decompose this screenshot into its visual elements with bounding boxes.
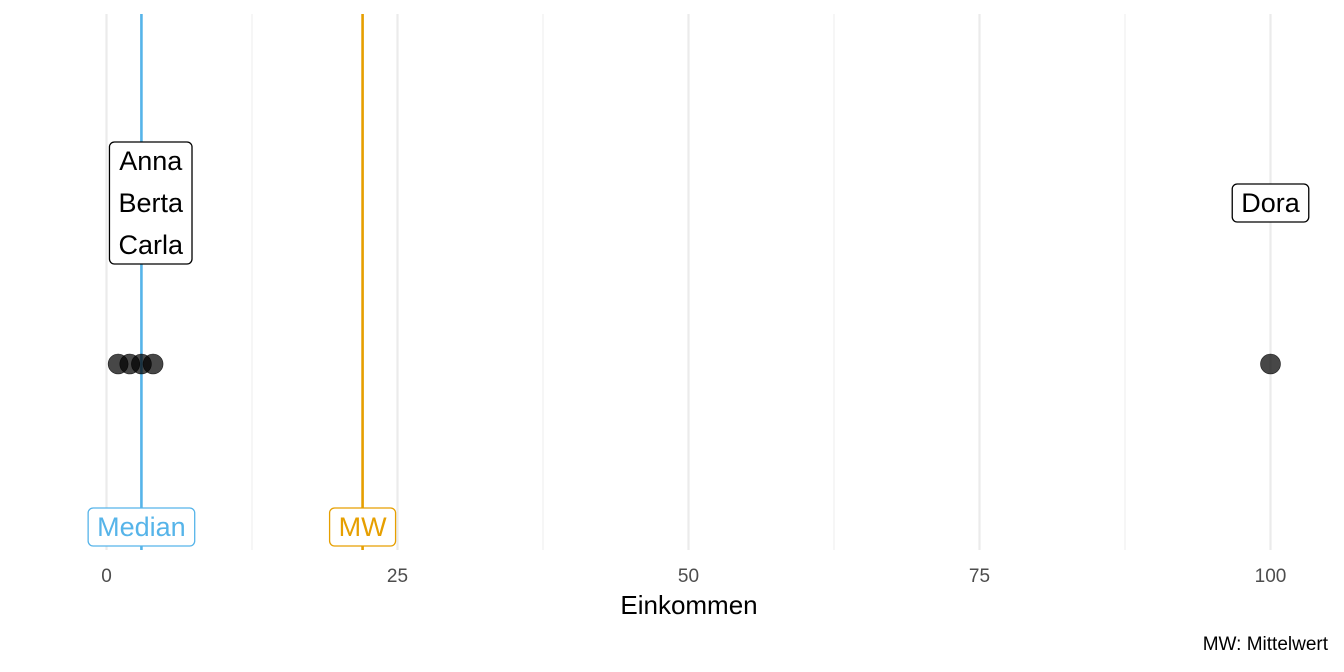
label-text: MW <box>339 512 387 542</box>
major-gridlines <box>105 14 1272 550</box>
reference-lines <box>140 14 364 550</box>
data-points <box>107 353 1281 375</box>
label-text: Carla <box>118 230 184 260</box>
name-labels: Anna Berta Carla Dora <box>108 141 1310 265</box>
data-point-carla <box>142 353 164 375</box>
label-text: Median <box>97 512 186 542</box>
name-label-dora: Dora <box>1231 183 1310 223</box>
name-label-anna-berta-carla: Anna Berta Carla <box>108 141 193 265</box>
x-axis-tick-labels: 0 25 50 75 100 <box>101 566 1286 587</box>
x-tick-label: 0 <box>101 566 112 587</box>
reference-labels: Median MW <box>87 507 397 547</box>
x-tick-label: 50 <box>678 566 699 587</box>
label-text: Anna <box>119 146 183 176</box>
reference-label-mw: MW <box>328 507 397 547</box>
caption: MW: Mittelwert <box>1203 634 1329 655</box>
x-tick-label: 75 <box>969 566 990 587</box>
reference-label-median: Median <box>87 507 196 547</box>
label-text: Berta <box>118 188 184 218</box>
x-tick-label: 25 <box>387 566 408 587</box>
data-point-dora <box>1260 353 1281 375</box>
label-text: Dora <box>1241 188 1301 218</box>
x-axis-title: Einkommen <box>620 590 757 620</box>
minor-gridlines <box>251 14 1126 550</box>
x-tick-label: 100 <box>1255 566 1287 587</box>
